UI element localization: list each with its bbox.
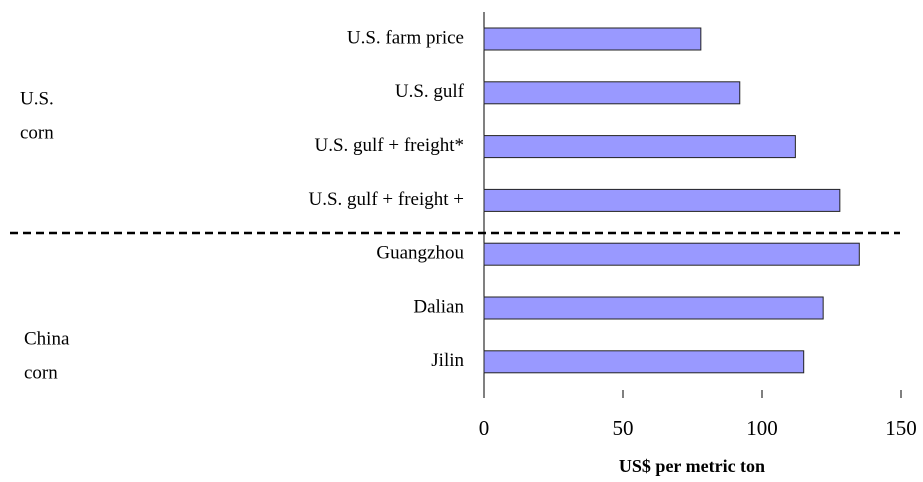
bar [483,350,805,374]
x-tick-label: 150 [885,416,917,440]
group-label: U.S. [20,88,54,109]
group-label: corn [20,122,54,143]
y-tick-label: Guangzhou [376,243,464,264]
bar [483,135,796,159]
bar [483,242,860,266]
bar [483,81,741,105]
x-tick-label: 100 [746,416,778,440]
bar [483,296,824,320]
group-label: corn [24,362,58,383]
x-tick-label: 50 [613,416,634,440]
y-tick-label: U.S. farm price [347,27,464,48]
bar [483,27,702,51]
y-tick-label: U.S. gulf + freight + [309,189,464,210]
y-tick-label: U.S. gulf + freight* [314,135,464,156]
x-tick-label: 0 [479,416,490,440]
x-axis-title: US$ per metric ton [619,456,765,476]
y-tick-label: Jilin [431,350,464,371]
group-label: China [24,328,70,349]
bar [483,188,841,212]
y-tick-label: U.S. gulf [395,81,465,102]
y-tick-label: Dalian [413,296,464,317]
